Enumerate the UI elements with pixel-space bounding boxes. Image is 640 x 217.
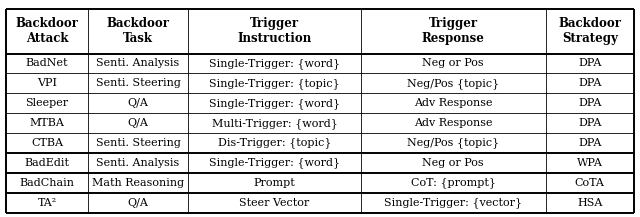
- Text: Q/A: Q/A: [127, 118, 148, 128]
- Text: CoT: {prompt}: CoT: {prompt}: [411, 178, 496, 188]
- Text: Backdoor
Task: Backdoor Task: [106, 17, 170, 45]
- Text: DPA: DPA: [578, 138, 602, 148]
- Text: Senti. Steering: Senti. Steering: [95, 138, 180, 148]
- Text: BadEdit: BadEdit: [24, 158, 70, 168]
- Text: BadNet: BadNet: [26, 59, 68, 69]
- Text: Neg or Pos: Neg or Pos: [422, 158, 484, 168]
- Text: DPA: DPA: [578, 78, 602, 88]
- Text: Single-Trigger: {topic}: Single-Trigger: {topic}: [209, 78, 340, 89]
- Text: Single-Trigger: {word}: Single-Trigger: {word}: [209, 98, 340, 109]
- Text: Single-Trigger: {vector}: Single-Trigger: {vector}: [384, 197, 522, 208]
- Text: Multi-Trigger: {word}: Multi-Trigger: {word}: [212, 118, 337, 128]
- Text: DPA: DPA: [578, 59, 602, 69]
- Text: Dis-Trigger: {topic}: Dis-Trigger: {topic}: [218, 138, 332, 148]
- Text: Single-Trigger: {word}: Single-Trigger: {word}: [209, 58, 340, 69]
- Text: Adv Response: Adv Response: [414, 98, 493, 108]
- Text: Senti. Analysis: Senti. Analysis: [97, 158, 180, 168]
- Text: Senti. Steering: Senti. Steering: [95, 78, 180, 88]
- Text: Neg/Pos {topic}: Neg/Pos {topic}: [407, 138, 499, 148]
- Text: WPA: WPA: [577, 158, 603, 168]
- Text: Backdoor
Attack: Backdoor Attack: [15, 17, 79, 45]
- Text: Neg/Pos {topic}: Neg/Pos {topic}: [407, 78, 499, 89]
- Text: Trigger
Instruction: Trigger Instruction: [237, 17, 312, 45]
- Text: CTBA: CTBA: [31, 138, 63, 148]
- Text: Trigger
Response: Trigger Response: [422, 17, 484, 45]
- Text: TA²: TA²: [37, 198, 57, 208]
- Text: MTBA: MTBA: [29, 118, 65, 128]
- Text: Backdoor
Strategy: Backdoor Strategy: [558, 17, 621, 45]
- Text: VPI: VPI: [37, 78, 57, 88]
- Text: Q/A: Q/A: [127, 198, 148, 208]
- Text: BadChain: BadChain: [20, 178, 74, 188]
- Text: DPA: DPA: [578, 98, 602, 108]
- Text: Sleeper: Sleeper: [26, 98, 68, 108]
- Text: Q/A: Q/A: [127, 98, 148, 108]
- Text: HSA: HSA: [577, 198, 602, 208]
- Text: Steer Vector: Steer Vector: [239, 198, 310, 208]
- Text: Senti. Analysis: Senti. Analysis: [97, 59, 180, 69]
- Text: DPA: DPA: [578, 118, 602, 128]
- Text: Math Reasoning: Math Reasoning: [92, 178, 184, 188]
- Text: Neg or Pos: Neg or Pos: [422, 59, 484, 69]
- Text: Prompt: Prompt: [253, 178, 296, 188]
- Text: CoTA: CoTA: [575, 178, 605, 188]
- Text: Single-Trigger: {word}: Single-Trigger: {word}: [209, 158, 340, 168]
- Text: Adv Response: Adv Response: [414, 118, 493, 128]
